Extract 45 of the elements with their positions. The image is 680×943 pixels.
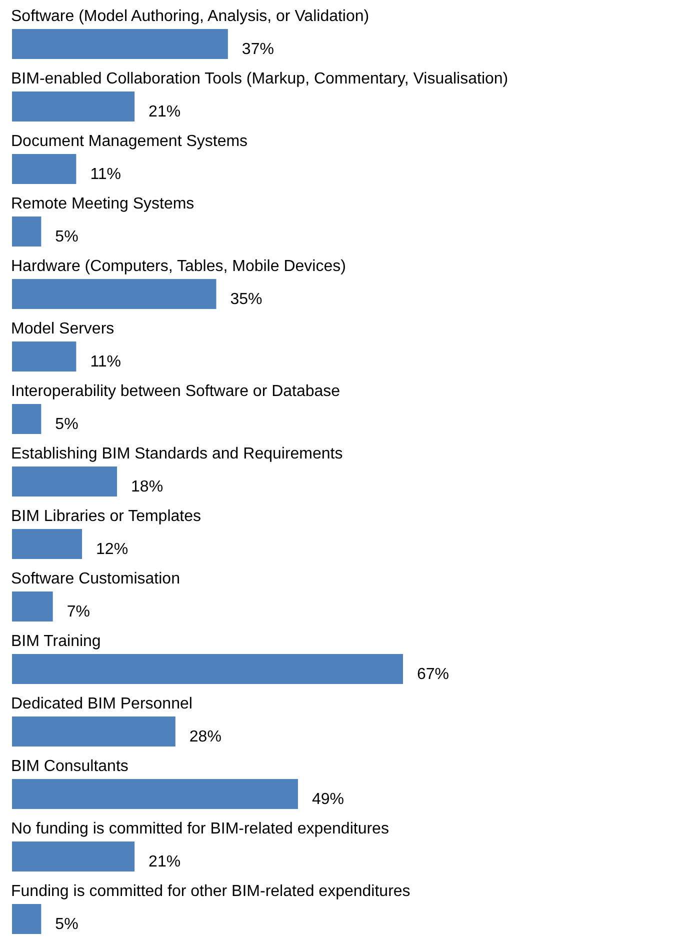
y-tick-label: No funding is committed for BIM-related expenditures xyxy=(11,820,389,838)
bar xyxy=(12,592,53,622)
data-label: 12% xyxy=(96,541,128,558)
bar xyxy=(12,842,135,872)
data-label: 35% xyxy=(230,291,262,308)
y-tick-label: BIM Consultants xyxy=(11,758,128,775)
data-label: 18% xyxy=(131,478,164,496)
y-tick-label: Establishing BIM Standards and Requirements xyxy=(11,446,343,462)
data-label: 11% xyxy=(90,354,122,370)
bar xyxy=(12,466,118,496)
bar xyxy=(12,529,82,559)
y-tick-label: Dedicated BIM Personnel xyxy=(11,696,192,712)
y-tick-label: Hardware (Computers, Tables, Mobile Devices) xyxy=(11,258,346,275)
bar xyxy=(12,654,403,684)
bar xyxy=(12,279,216,309)
data-label: 5% xyxy=(55,416,78,433)
y-tick-label: BIM Training xyxy=(11,633,101,650)
bar xyxy=(12,29,228,59)
data-label: 49% xyxy=(312,791,344,808)
data-label: 21% xyxy=(148,104,181,120)
bar xyxy=(12,779,298,809)
y-tick-label: Remote Meeting Systems xyxy=(11,196,194,212)
data-label: 37% xyxy=(242,41,274,58)
bar xyxy=(12,216,42,246)
bar xyxy=(12,342,76,372)
data-label: 28% xyxy=(189,728,222,746)
y-tick-label: BIM Libraries or Templates xyxy=(11,508,201,525)
data-label: 7% xyxy=(66,604,90,620)
data-label: 21% xyxy=(148,854,181,870)
bar xyxy=(12,154,76,184)
y-tick-label: Interoperability between Software or Database xyxy=(11,383,340,400)
data-label: 67% xyxy=(417,666,450,683)
data-label: 5% xyxy=(55,228,78,246)
data-label: 5% xyxy=(55,916,78,933)
y-tick-label: Software (Model Authoring, Analysis, or Validation) xyxy=(11,8,370,25)
bar xyxy=(12,904,42,934)
bar xyxy=(12,716,176,746)
y-tick-label: Document Management Systems xyxy=(11,133,248,150)
bar xyxy=(12,404,42,434)
y-tick-label: Software Customisation xyxy=(11,570,180,588)
data-label: 11% xyxy=(90,166,122,183)
bar xyxy=(12,92,135,122)
y-tick-label: BIM-enabled Collaboration Tools (Markup, Commentary, Visualisation) xyxy=(11,70,508,88)
y-tick-label: Model Servers xyxy=(11,320,114,338)
y-tick-label: Funding is committed for other BIM-related expenditures xyxy=(11,883,410,900)
